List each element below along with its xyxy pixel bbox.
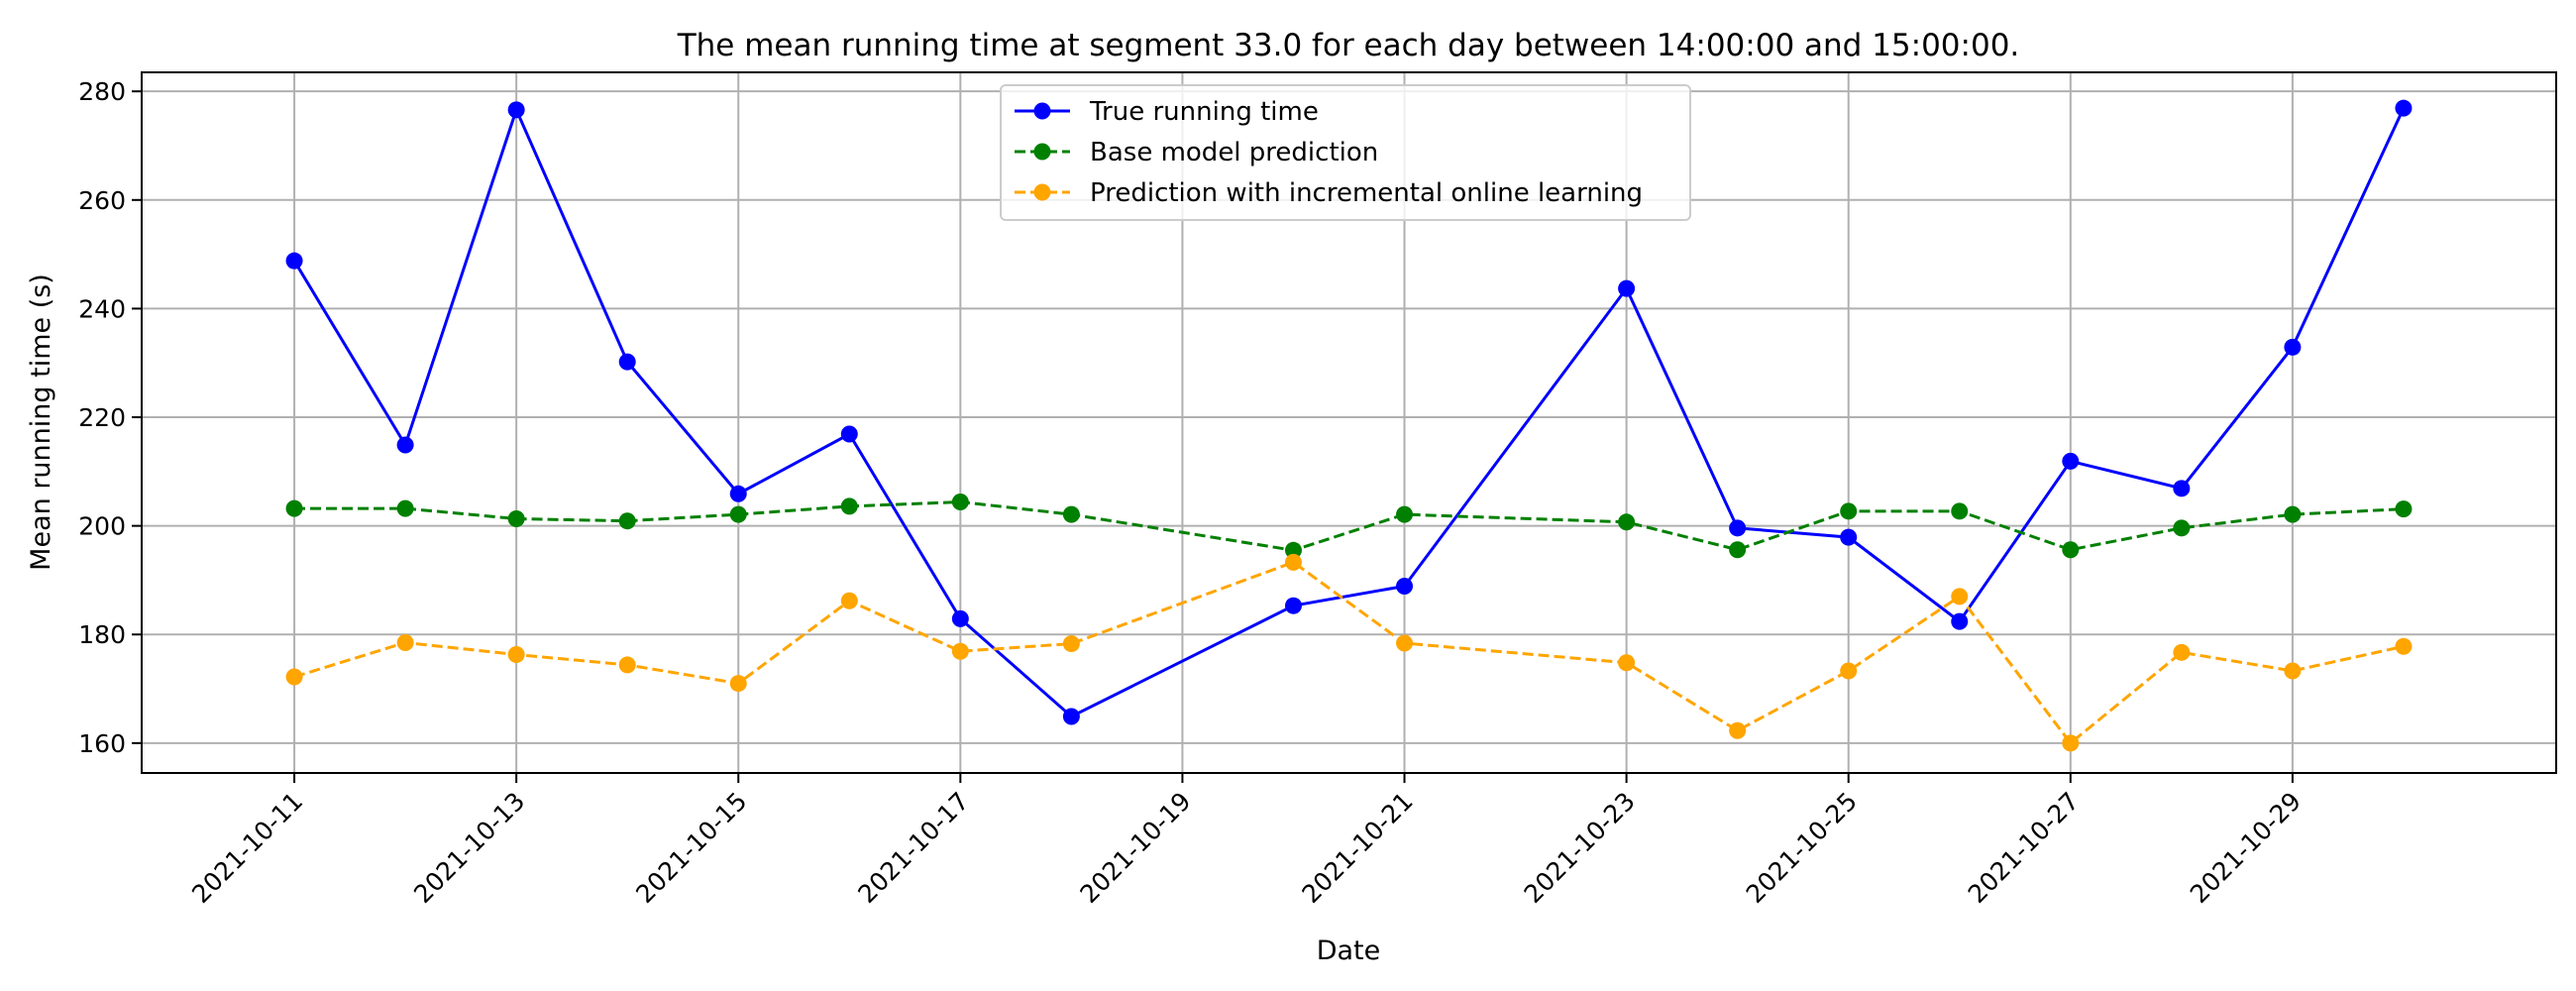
data-point xyxy=(840,497,858,515)
data-point xyxy=(840,592,858,609)
y-tick-label: 280 xyxy=(78,77,126,106)
x-tick-label: 2021-10-15 xyxy=(630,787,752,909)
data-point xyxy=(2284,505,2302,523)
data-point xyxy=(1396,577,1414,595)
data-point xyxy=(729,505,747,523)
data-point xyxy=(618,656,636,674)
data-point xyxy=(1951,588,1969,606)
data-point xyxy=(1729,721,1747,739)
data-point xyxy=(1618,654,1636,672)
y-tick-label: 240 xyxy=(78,294,126,323)
data-point xyxy=(1062,708,1080,725)
plot-frame xyxy=(141,71,2557,774)
legend-label: Base model prediction xyxy=(1090,138,1378,167)
y-tick-label: 260 xyxy=(78,186,126,215)
y-tick-label: 200 xyxy=(78,512,126,541)
x-tick-label: 2021-10-17 xyxy=(852,787,974,909)
y-axis-label: Mean running time (s) xyxy=(26,274,56,571)
data-point xyxy=(1840,528,1858,546)
data-point xyxy=(1729,519,1747,537)
x-tick-label: 2021-10-21 xyxy=(1297,787,1419,909)
data-point xyxy=(1284,597,1302,614)
data-point xyxy=(507,646,525,664)
data-point xyxy=(2062,734,2080,752)
data-point xyxy=(2395,637,2413,655)
data-point xyxy=(396,633,414,651)
data-point xyxy=(285,668,303,686)
y-tick-label: 220 xyxy=(78,403,126,432)
legend-swatch-marker xyxy=(1033,143,1051,161)
x-tick-label: 2021-10-19 xyxy=(1074,787,1196,909)
data-point xyxy=(2395,500,2413,518)
data-point xyxy=(951,609,969,627)
data-point xyxy=(2173,519,2191,537)
data-point xyxy=(507,510,525,528)
data-point xyxy=(2284,338,2302,356)
data-point xyxy=(285,499,303,517)
data-point xyxy=(951,494,969,511)
data-point xyxy=(1840,662,1858,680)
series-layer xyxy=(285,99,2413,752)
x-tick-label: 2021-10-25 xyxy=(1741,787,1863,909)
data-point xyxy=(1840,502,1858,520)
data-point xyxy=(840,425,858,443)
legend-swatch-marker xyxy=(1033,102,1051,120)
legend: True running time Base model prediction Pr… xyxy=(1000,84,1691,221)
data-point xyxy=(729,675,747,693)
data-point xyxy=(729,485,747,502)
x-tick-label: 2021-10-29 xyxy=(2185,787,2307,909)
data-point xyxy=(2173,643,2191,661)
data-point xyxy=(1618,513,1636,531)
legend-label: True running time xyxy=(1089,97,1319,127)
data-point xyxy=(951,642,969,660)
data-point xyxy=(285,252,303,270)
x-tick-label: 2021-10-27 xyxy=(1963,787,2085,909)
x-tick-label: 2021-10-11 xyxy=(186,787,308,909)
x-tick-label: 2021-10-13 xyxy=(408,787,530,909)
series-line-0 xyxy=(292,105,2406,718)
x-tick-label: 2021-10-23 xyxy=(1519,787,1641,909)
data-point xyxy=(396,436,414,454)
data-point xyxy=(1951,502,1969,520)
data-point xyxy=(1284,541,1302,559)
data-point xyxy=(2062,541,2080,559)
data-point xyxy=(2173,480,2191,497)
data-point xyxy=(1284,553,1302,571)
data-point xyxy=(396,499,414,517)
legend-label: Prediction with incremental online learn… xyxy=(1090,178,1643,208)
data-point xyxy=(1729,541,1747,559)
data-point xyxy=(507,101,525,119)
data-point xyxy=(2395,99,2413,117)
legend-frame xyxy=(1000,84,1691,221)
data-point xyxy=(1396,505,1414,523)
data-point xyxy=(1062,635,1080,653)
data-point xyxy=(1396,634,1414,652)
series-line-2 xyxy=(293,560,2405,746)
data-point xyxy=(1951,612,1969,630)
y-tick-label: 160 xyxy=(78,729,126,758)
data-point xyxy=(618,353,636,371)
data-point xyxy=(618,512,636,530)
data-point xyxy=(2062,452,2080,470)
data-point xyxy=(2284,662,2302,680)
chart-title: The mean running time at segment 33.0 fo… xyxy=(677,28,2020,63)
x-axis-label: Date xyxy=(1317,936,1381,966)
legend-swatch-marker xyxy=(1033,183,1051,201)
data-point xyxy=(1062,505,1080,523)
data-point xyxy=(1618,279,1636,297)
y-tick-label: 180 xyxy=(78,620,126,649)
